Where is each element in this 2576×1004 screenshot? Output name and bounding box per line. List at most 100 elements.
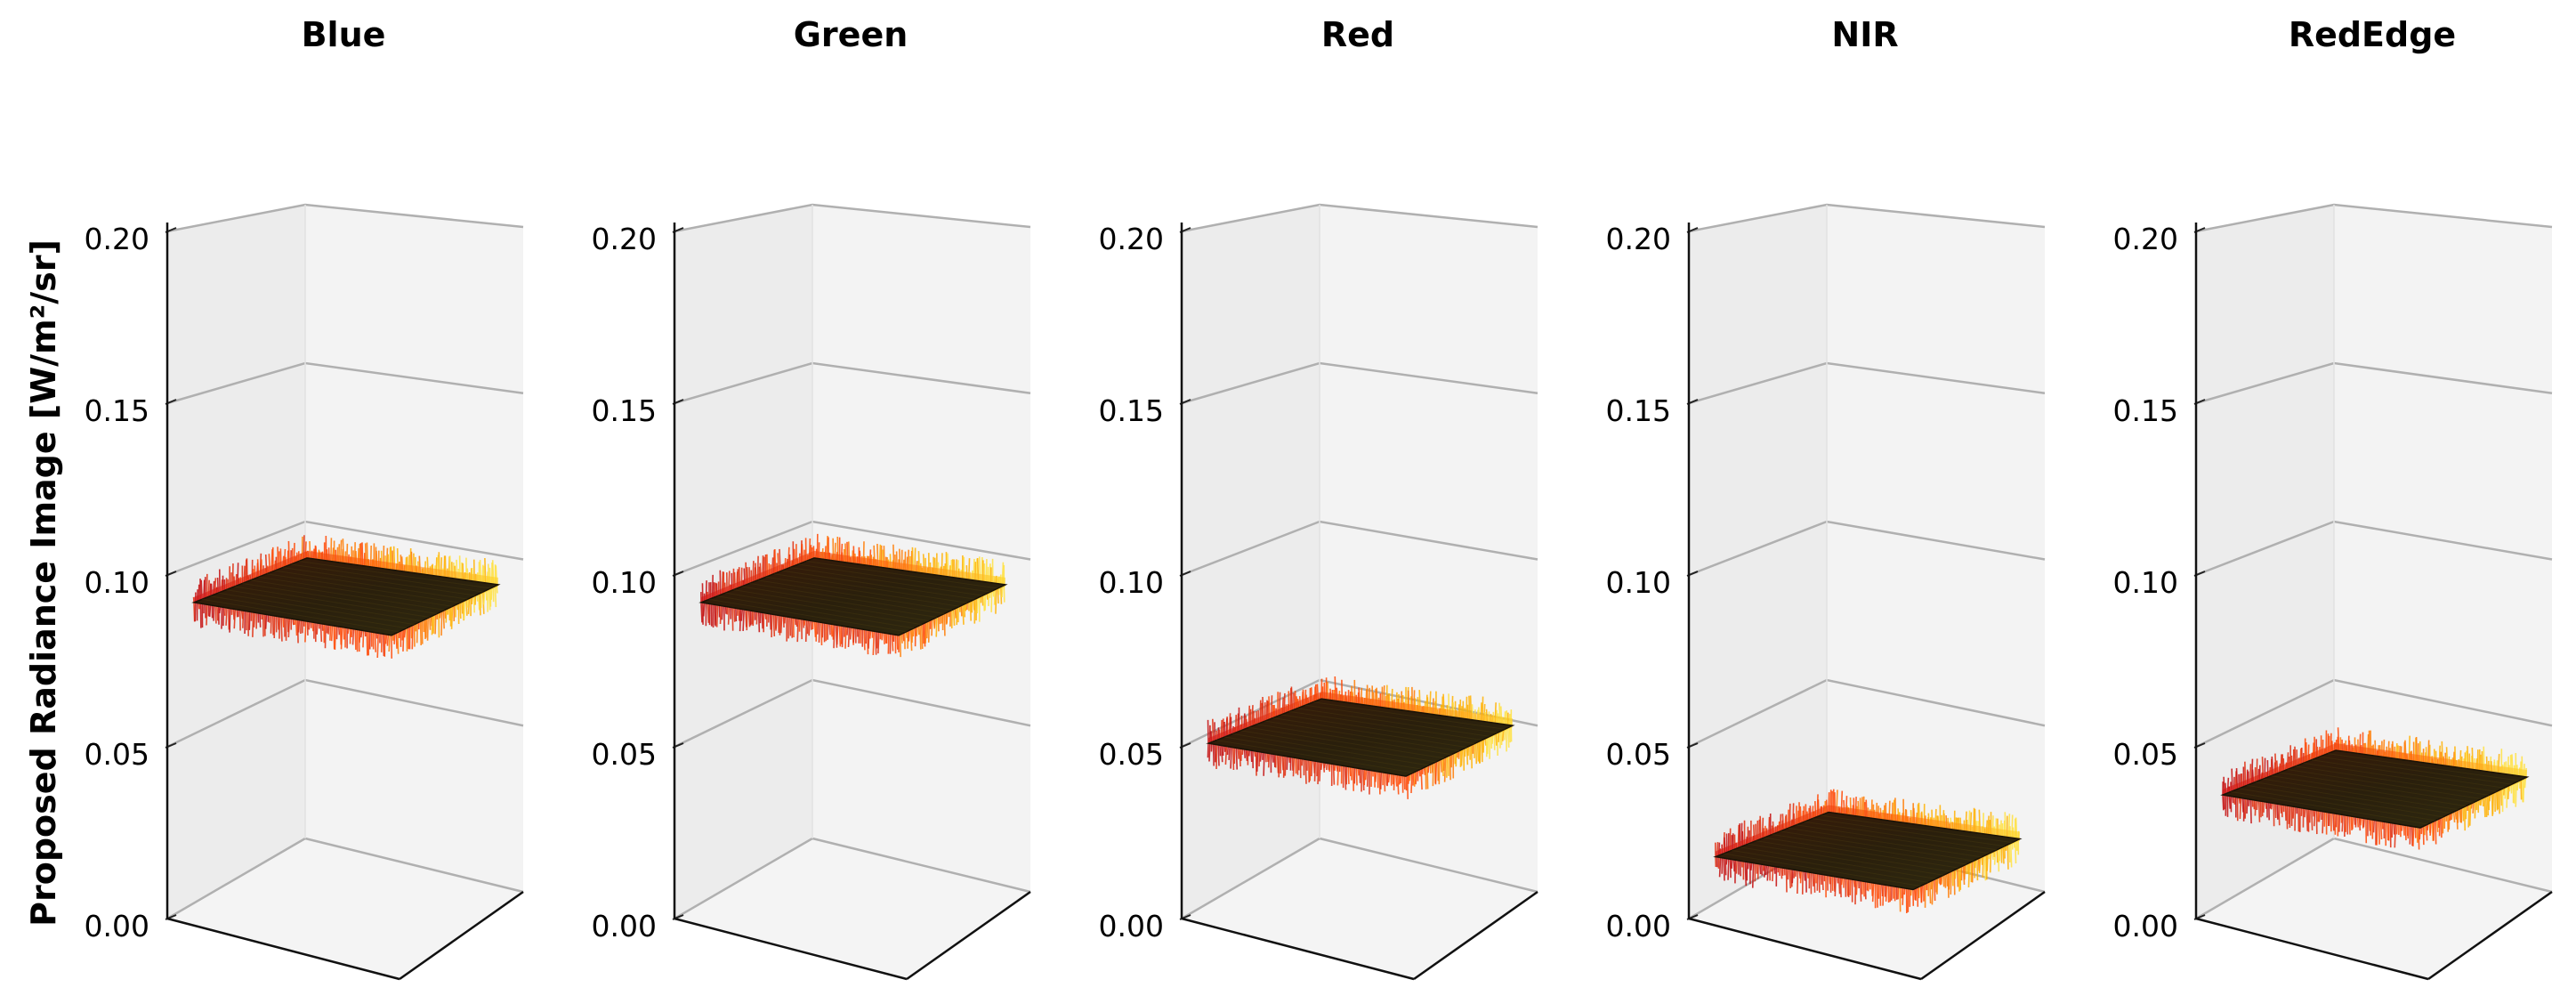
surface-texture [290,563,483,593]
panel-title: Green [794,15,908,54]
surface-texture [1732,849,1929,883]
surface-texture [2303,762,2497,792]
surface-texture [258,576,453,607]
surface-sheet [191,557,501,636]
z-tick-label: 0.05 [85,737,149,772]
y-axis-label: Proposed Radiance Image [W/m²/sr] [24,239,63,927]
back-left-pane [1689,205,1827,919]
surface-texture [2319,756,2512,785]
surface-texture [725,592,922,626]
floor-pane [1182,838,1538,979]
surface-texture [708,598,907,633]
z-tick-label: 0.00 [85,909,149,943]
surface-texture [733,589,930,622]
back-right-pane [305,205,523,892]
x-axis-line [1688,917,1922,981]
surface-texture [1304,704,1498,733]
surface-sheet [2220,749,2530,829]
surface-texture [1240,730,1437,763]
z-tick-label: 0.00 [1606,909,1671,943]
surface-texture [1256,724,1452,756]
z-tick-label: 0.15 [85,393,149,428]
y-axis-line [2427,890,2553,981]
z-tick-label: 0.05 [2113,737,2178,772]
surface-texture [2279,772,2475,804]
z-tick-label: 0.10 [1606,565,1671,600]
back-left-pane [674,205,812,919]
floor-pane [2196,838,2552,979]
z-tick-label: 0.20 [1606,222,1671,256]
surface-texture [2311,759,2505,789]
surface-texture [741,586,937,619]
back-left-pane [167,205,305,919]
floor-pane [167,838,523,979]
surface-texture [1280,714,1475,744]
surface-texture [1780,830,1974,862]
surface-texture [765,576,960,607]
surface-texture [298,560,491,589]
back-right-pane [1320,205,1538,892]
surface-texture [1748,843,1944,876]
z-tick-label: 0.20 [1099,222,1164,256]
surface-texture [2239,788,2436,822]
z-tick-label: 0.10 [2113,565,2178,600]
surface-texture [1796,824,1990,854]
surface-texture [242,582,438,614]
surface-texture [749,582,945,614]
surface-sheet [699,557,1008,636]
panel-title: Blue [302,15,386,54]
z-tick-label: 0.05 [1099,737,1164,772]
panel-blue: Blue 0.00 0.05 0.10 0.15 0.20 [85,15,524,981]
surface-texture [1248,726,1444,759]
y-axis-line [399,890,524,981]
panels: Blue 0.00 0.05 0.10 0.15 0.20 Green 0.00 0.05 0.1… [85,15,2553,981]
surface-texture [218,592,415,626]
z-tick-label: 0.10 [592,565,657,600]
surface-texture [1312,701,1506,730]
surface-texture [797,563,990,593]
z-tick-label: 0.10 [1099,565,1164,600]
surface-texture [1820,814,2013,844]
surface-texture [1288,710,1482,741]
surface-texture [234,586,430,619]
surface-texture [1272,717,1467,749]
surface-texture [757,579,953,611]
surface-texture [1756,840,1951,872]
surface-texture [789,567,983,596]
x-axis-line [674,917,908,981]
surface-sheet [1713,811,2023,891]
surface-texture [1215,740,1414,773]
y-axis-line [1413,890,1538,981]
surface-texture [210,595,408,629]
z-tick-label: 0.05 [592,737,657,772]
surface-texture [226,589,423,622]
surface-texture [1740,846,1936,879]
surface-texture [1812,818,2005,847]
panel-title: Red [1321,15,1394,54]
z-tick-label: 0.15 [1606,393,1671,428]
surface-texture [781,570,975,600]
panel-title: RedEdge [2289,15,2456,54]
surface-texture [2271,775,2467,807]
surface-fringe [1207,676,1513,799]
x-axis-line [166,917,400,981]
z-tick-label: 0.10 [85,565,149,600]
panel-green: Green 0.00 0.05 0.10 0.15 0.20 [592,15,1031,981]
surface-texture [201,598,400,633]
z-tick-label: 0.15 [1099,393,1164,428]
surface-texture [1264,720,1460,752]
surface-texture [250,579,446,611]
z-tick-label: 0.15 [2113,393,2178,428]
surface-texture [2255,781,2451,814]
surface-texture [1764,837,1959,869]
z-tick-label: 0.00 [592,909,657,943]
panel-nir: NIR 0.00 0.05 0.10 0.15 0.20 [1606,15,2046,981]
back-left-pane [2196,205,2334,919]
surface-texture [717,595,915,629]
panel-red: Red 0.00 0.05 0.10 0.15 0.20 [1099,15,1538,981]
surface-texture [805,560,998,589]
z-tick-label: 0.20 [85,222,149,256]
surface-texture [2295,765,2490,796]
surface-texture [1804,821,1998,851]
surface-texture [1788,827,1982,858]
